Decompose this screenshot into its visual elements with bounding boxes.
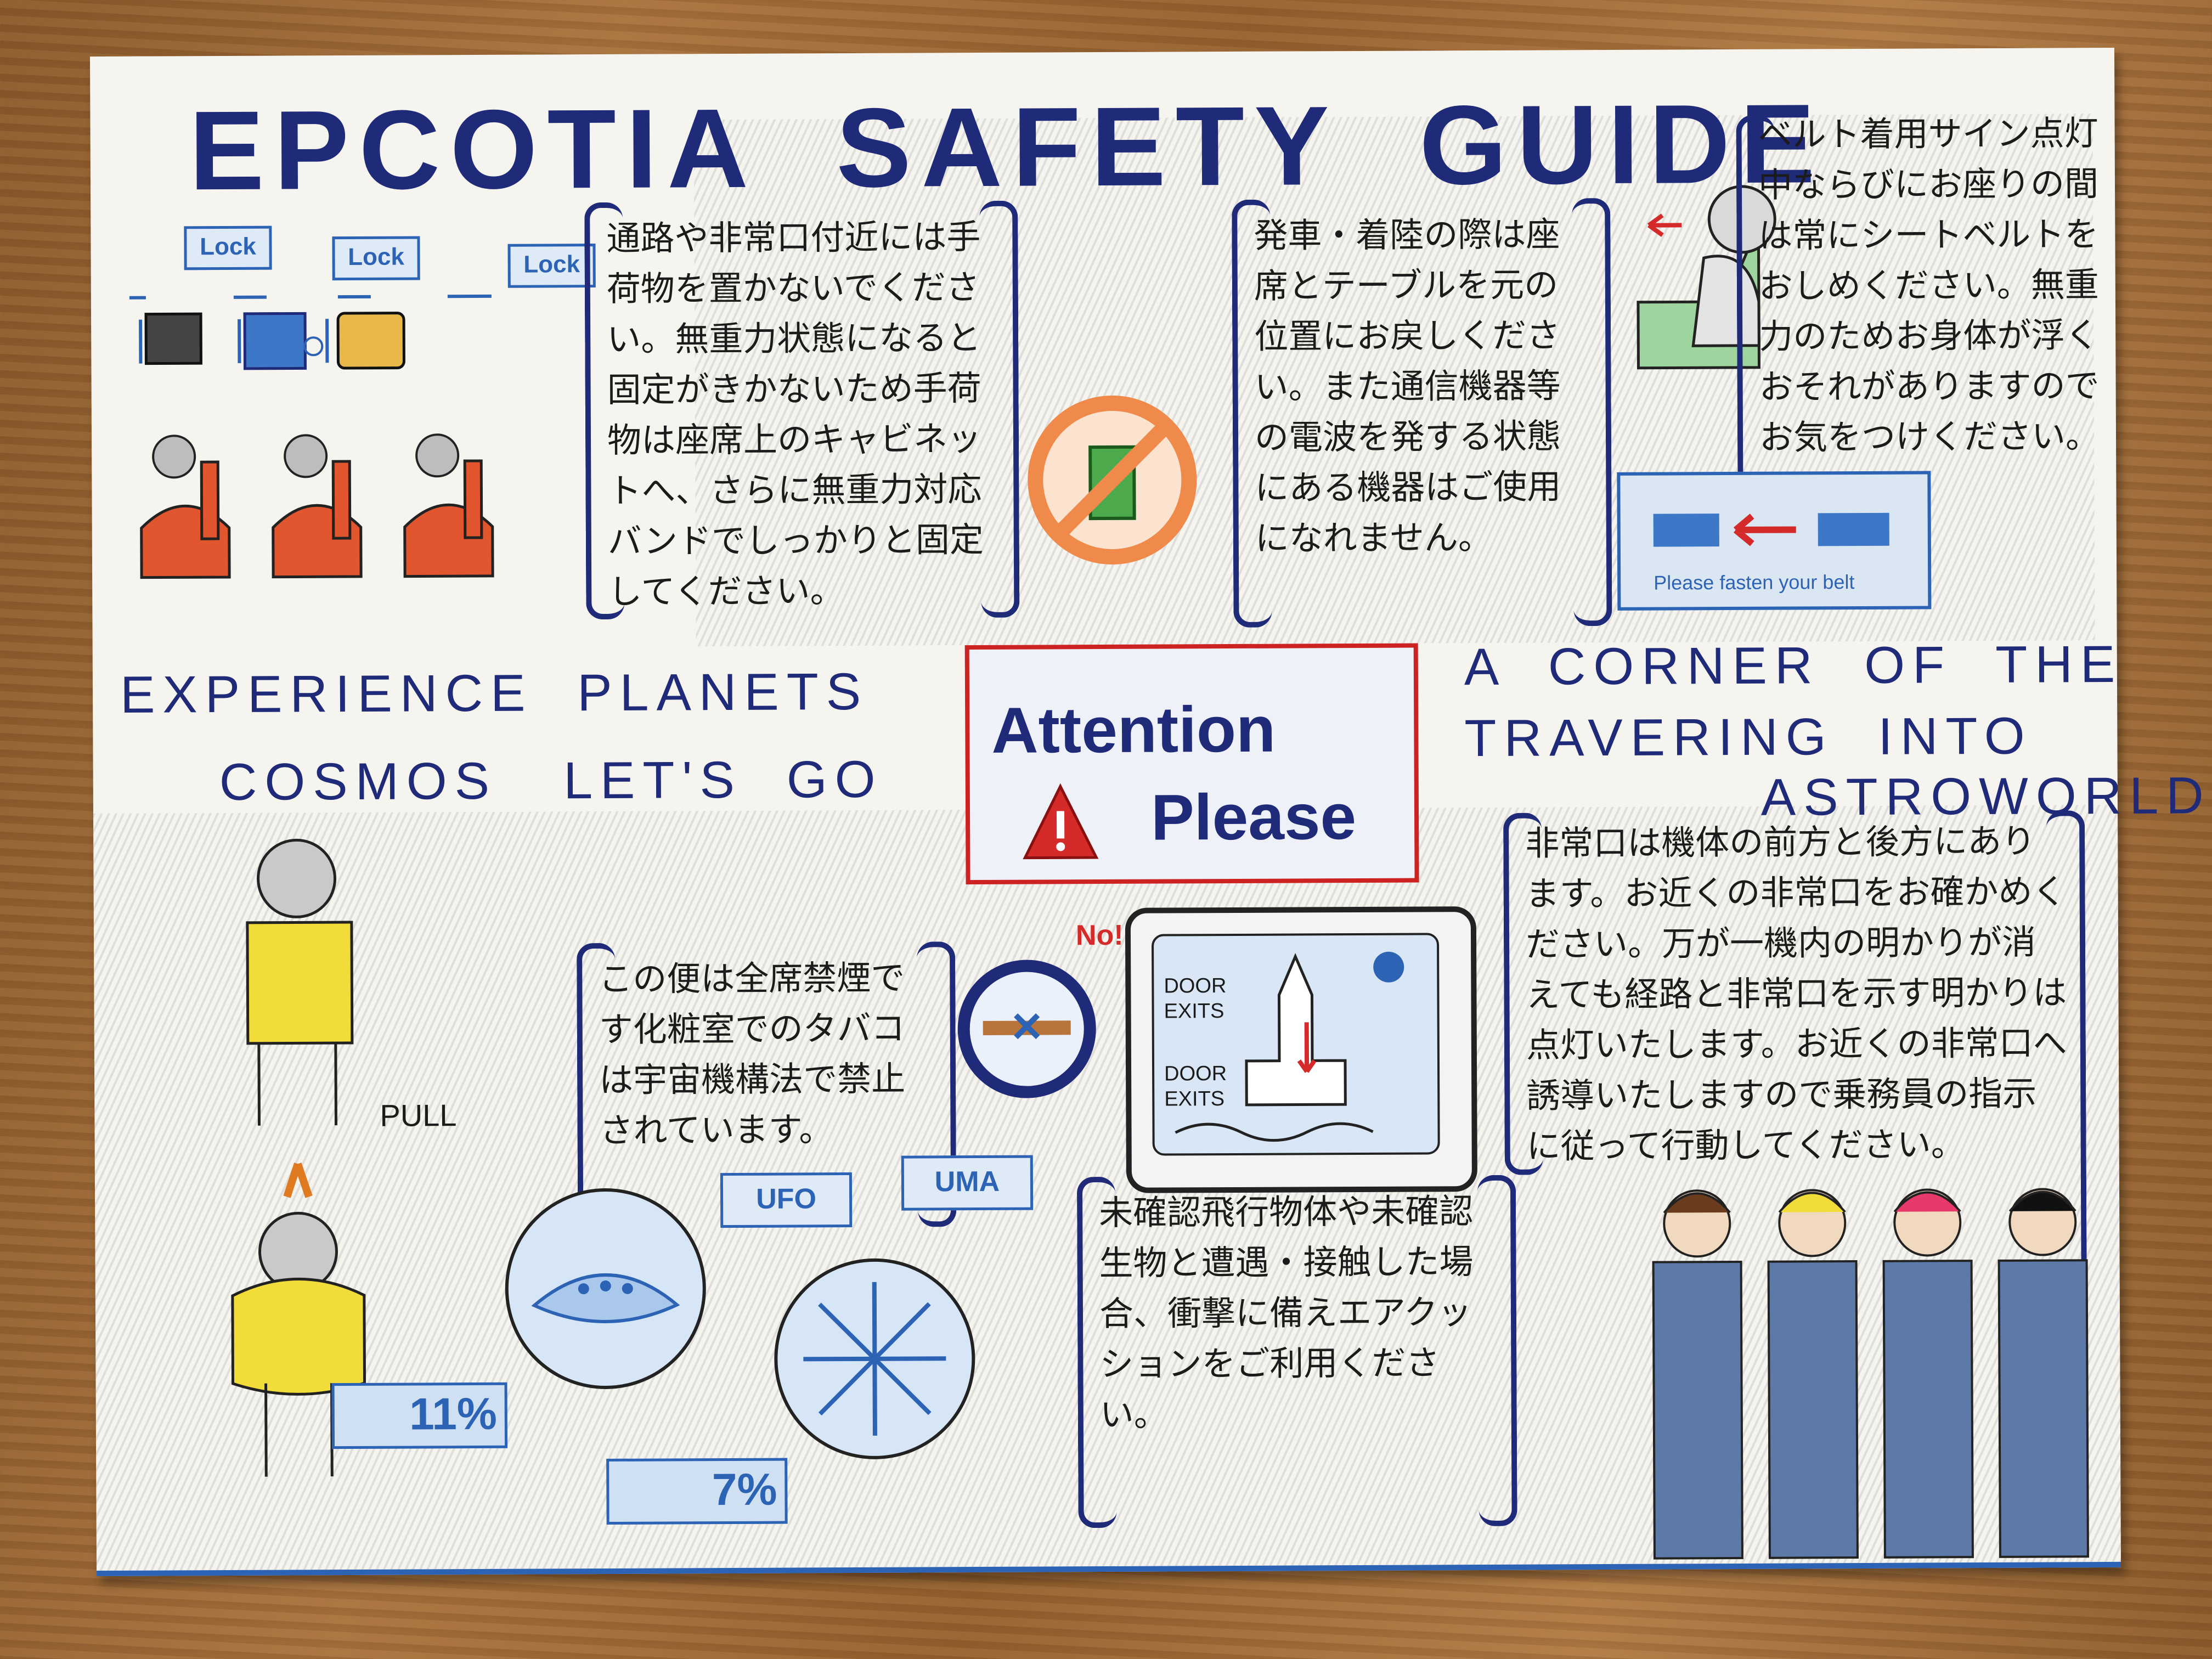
- uma-globe: [770, 1249, 979, 1480]
- life-vest-illustration: [187, 834, 496, 1482]
- luggage-illustration: [107, 219, 635, 649]
- attention-box: Attention Please: [964, 643, 1419, 885]
- exit-screen: DOOR EXITS DOOR EXITS: [1125, 906, 1478, 1193]
- ufo-percent-box: 11%: [331, 1382, 508, 1449]
- banner-left-line-2: COSMOS LET'S GO: [219, 750, 883, 812]
- door-exits-label-2: DOOR EXITS: [1164, 1062, 1227, 1111]
- no-smoking-icon: [955, 957, 1098, 1101]
- attention-title: Attention: [991, 693, 1276, 767]
- banner-left-line-1: EXPERIENCE PLANETS: [120, 662, 869, 724]
- pull-label: PULL: [380, 1098, 457, 1133]
- no-label: No!: [1075, 919, 1124, 952]
- seated-passenger-illustration: [1616, 159, 1825, 401]
- page-title: EPCOTIA SAFETY GUIDE: [189, 81, 1825, 214]
- banner-right-line-1: A CORNER OF THE: [1464, 635, 2123, 697]
- no-phone-icon: [1024, 392, 1200, 568]
- ufo-globe: [501, 1178, 710, 1410]
- seatbelt-sign: Please fasten your belt: [1617, 471, 1932, 611]
- ufo-text: 未確認飛行物体や未確認生物と遭遇・接触した場合、衝撃に備えエアクッションをご利用…: [1099, 1191, 1474, 1435]
- lock-label: Lock: [184, 225, 272, 270]
- seatbelt-text: ベルト着用サイン点灯中ならびにお座りの間は常にシートベルトをおしめください。無重…: [1758, 113, 2100, 458]
- ufo-label: UFO: [720, 1172, 853, 1228]
- uma-label: UMA: [901, 1155, 1034, 1211]
- attention-please: Please: [1150, 781, 1357, 854]
- uma-percent-box: 7%: [606, 1458, 788, 1525]
- crew-illustration: [1631, 1167, 2126, 1564]
- ufo-percent: 11%: [409, 1389, 497, 1440]
- door-exits-label-1: DOOR EXITS: [1164, 974, 1227, 1023]
- lock-label: Lock: [507, 244, 596, 288]
- luggage-text: 通路や非常口付近には手荷物を置かないでください。無重力状態になると固定がきかない…: [606, 216, 984, 612]
- banner-right-line-2: TRAVERING INTO: [1464, 707, 2033, 768]
- lock-label: Lock: [332, 236, 420, 281]
- devices-text: 発車・着陸の際は座席とテーブルを元の位置にお戻しください。また通信機器等の電波を…: [1254, 214, 1561, 558]
- exits-text: 非常口は機体の前方と後方にあります。お近くの非常口をお確かめください。万が一機内…: [1525, 821, 2067, 1166]
- safety-guide-card: EPCOTIA SAFETY GUIDE Lock: [89, 47, 2211, 1577]
- uma-percent: 7%: [712, 1464, 777, 1515]
- seatbelt-sign-text: Please fasten your belt: [1654, 571, 1855, 594]
- warning-icon: [1019, 781, 1102, 864]
